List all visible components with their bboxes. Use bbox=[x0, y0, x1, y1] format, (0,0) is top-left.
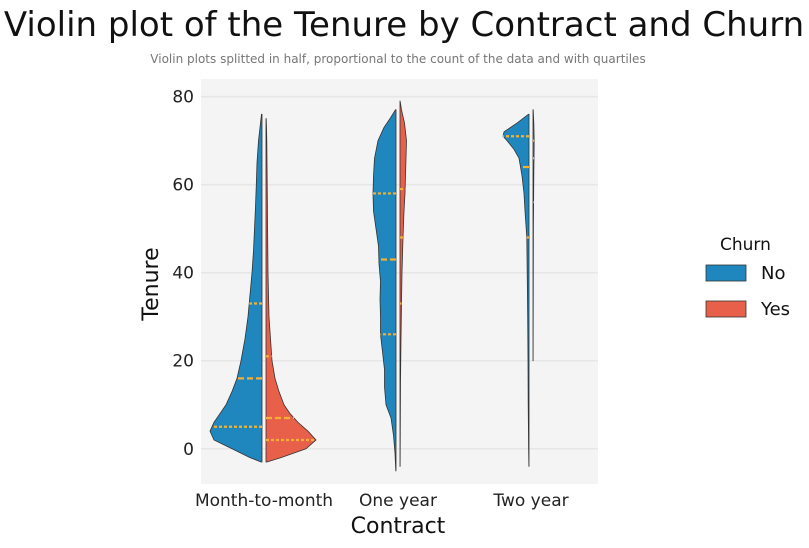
legend-swatch-no bbox=[705, 264, 747, 282]
x-axis-label: Contract bbox=[351, 514, 446, 539]
legend-entries: No Yes bbox=[705, 263, 790, 320]
violins bbox=[209, 100, 535, 472]
x-axis-ticks: Month-to-month One year Two year bbox=[195, 491, 569, 511]
x-tick-label: Month-to-month bbox=[195, 491, 333, 511]
violin-half-no bbox=[209, 113, 263, 463]
chart-subtitle: Violin plots splitted in half, proportio… bbox=[150, 52, 645, 66]
y-axis-ticks: 0 20 40 60 80 bbox=[172, 88, 194, 460]
y-tick-label: 40 bbox=[172, 264, 194, 284]
legend-label-no: No bbox=[761, 263, 785, 284]
y-tick-label: 20 bbox=[172, 352, 194, 372]
violin-half-yes bbox=[265, 118, 317, 463]
y-tick-label: 0 bbox=[183, 440, 194, 460]
y-tick-label: 80 bbox=[172, 88, 194, 108]
violin-half-no bbox=[372, 109, 397, 472]
legend: Churn No Yes bbox=[705, 235, 790, 320]
legend-label-yes: Yes bbox=[760, 299, 790, 320]
legend-title: Churn bbox=[720, 235, 771, 255]
chart-title: Violin plot of the Tenure by Contract an… bbox=[4, 5, 804, 45]
y-tick-label: 60 bbox=[172, 176, 194, 196]
x-tick-label: One year bbox=[359, 491, 437, 511]
violin-half-no bbox=[502, 113, 530, 467]
violin-half-yes bbox=[532, 109, 535, 362]
y-axis-label: Tenure bbox=[139, 247, 164, 321]
legend-swatch-yes bbox=[705, 300, 747, 318]
violin-half-yes bbox=[399, 100, 407, 467]
x-tick-label: Two year bbox=[492, 491, 568, 511]
